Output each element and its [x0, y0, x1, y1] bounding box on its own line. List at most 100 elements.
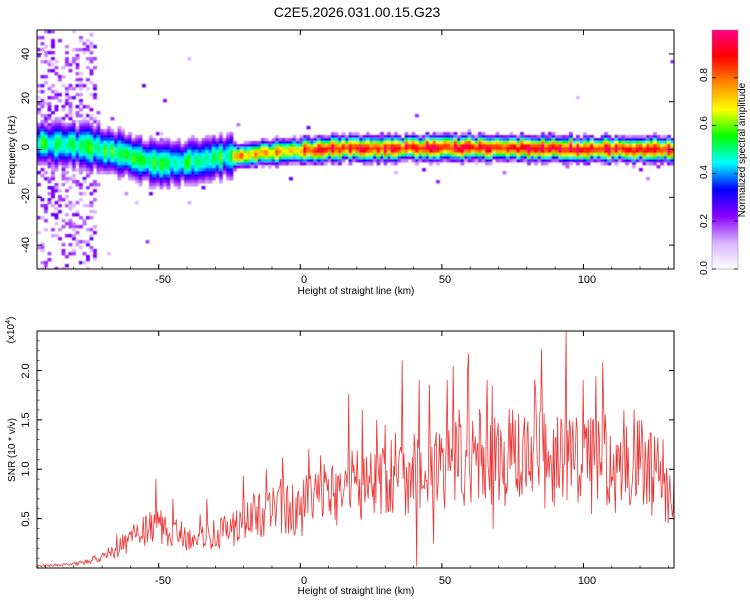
spectrogram-cell — [306, 156, 311, 160]
spectrogram-cell — [75, 54, 80, 58]
spectrogram-cell — [184, 147, 188, 151]
spectrogram-cell — [516, 135, 521, 139]
spectrogram-cell — [142, 156, 146, 160]
spectrogram-cell — [82, 123, 87, 127]
spectrogram-cell — [261, 144, 265, 148]
spectrogram-cell — [334, 147, 339, 151]
spectrogram-cell — [425, 141, 430, 145]
spectrogram-cell — [240, 153, 244, 157]
spectrogram-cell — [415, 156, 419, 160]
spectrogram-cell — [663, 159, 668, 163]
spectrogram-cell — [212, 168, 216, 172]
spectrogram-cell — [338, 144, 342, 148]
spectrogram-cell — [201, 144, 206, 148]
spectrogram-cell — [460, 150, 465, 154]
spectrogram-cell — [415, 135, 419, 139]
spectrogram-cell — [457, 147, 461, 151]
spectrogram-cell — [373, 156, 377, 160]
spectrogram-cell — [541, 153, 545, 157]
spectrogram-cell — [628, 150, 633, 154]
spectrogram-cell — [359, 147, 363, 151]
spectrogram-cell — [163, 168, 167, 172]
spectrogram-cell — [646, 144, 650, 148]
spectrogram-cell — [614, 162, 619, 166]
spectrogram-cell — [548, 153, 552, 157]
spectrogram-cell — [65, 126, 69, 130]
spectrogram-cell — [313, 141, 318, 145]
spectrogram-cell — [51, 195, 55, 199]
spectrogram-cell — [548, 144, 552, 148]
spectrogram-cell — [439, 141, 444, 145]
spectrogram-cell — [562, 144, 566, 148]
spectrogram-cell — [348, 159, 353, 163]
spectrogram-cell — [397, 141, 402, 145]
spectrogram-cell — [278, 138, 283, 142]
spectrogram-cell — [576, 156, 580, 160]
spectrogram-cell — [338, 150, 342, 154]
spectrogram-cell — [635, 141, 640, 145]
spectrogram-cell — [380, 138, 384, 142]
spectrogram-cell — [471, 153, 475, 157]
spectrogram-cell — [474, 147, 479, 151]
spectrogram-cell — [488, 138, 493, 142]
spectrogram-cell — [369, 159, 374, 163]
spectrogram-cell — [170, 141, 174, 145]
spectrogram-cell — [166, 180, 171, 184]
spectrogram-cell — [467, 135, 472, 139]
spectrogram-cell — [352, 138, 356, 142]
spectrogram-cell — [341, 135, 346, 139]
spectrogram-cell — [145, 174, 150, 178]
spectrogram-cell — [152, 177, 157, 181]
spectrogram-cell — [436, 162, 440, 166]
spectrogram-cell — [541, 138, 545, 142]
spectrogram-cell — [219, 159, 223, 163]
spectrogram-cell — [656, 138, 661, 142]
spectrogram-cell — [443, 150, 447, 154]
spectrogram-cell — [530, 159, 535, 163]
spectrogram-cell — [579, 144, 584, 148]
spectrogram-cell — [110, 132, 115, 136]
spectrogram-cell — [177, 171, 181, 175]
spectrogram-cell — [663, 150, 668, 154]
spectrogram-cell — [145, 153, 150, 157]
spectrogram-cell — [51, 174, 55, 178]
spectrogram-cell — [124, 192, 129, 196]
spectrogram-cell — [93, 135, 97, 139]
spectrogram-cell — [86, 123, 90, 127]
spectrogram-cell — [527, 150, 531, 154]
spectrogram-cell — [114, 168, 118, 172]
spectrogram-cell — [516, 147, 521, 151]
spectrogram-cell — [516, 153, 521, 157]
spectrogram-cell — [376, 135, 381, 139]
spectrogram-cell — [467, 153, 472, 157]
spectrogram-cell — [47, 186, 52, 190]
spectrogram-cell — [65, 57, 69, 61]
spectrogram-cell — [660, 156, 664, 160]
spectrogram-cell — [338, 162, 342, 166]
spectrogram-cell — [331, 147, 335, 151]
spectrogram-cell — [37, 195, 41, 199]
spectrogram-cell — [44, 123, 48, 127]
spectrogram-cell — [656, 144, 661, 148]
spectrogram-cell — [201, 147, 206, 151]
spectrogram-cell — [79, 192, 83, 196]
spectrogram-cell — [653, 159, 657, 163]
spectrogram-cell — [604, 141, 608, 145]
spectrogram-cell — [436, 147, 440, 151]
spectrogram-cell — [149, 177, 153, 181]
spectrogram-cell — [625, 147, 629, 151]
spectrogram-cell — [79, 99, 83, 103]
spectrogram-cell — [135, 180, 139, 184]
spectrogram-cell — [432, 156, 437, 160]
spectrogram-cell — [464, 144, 468, 148]
spectrogram-cell — [443, 138, 447, 142]
spectrogram-cell — [51, 51, 55, 55]
spectrogram-cell — [562, 162, 566, 166]
spectrogram-cell — [229, 156, 234, 160]
spectrogram-cell — [82, 51, 87, 55]
spectrogram-cell — [68, 153, 73, 157]
spectrogram-cell — [44, 159, 48, 163]
spectrogram-cell — [194, 183, 199, 187]
spectrogram-cell — [89, 69, 94, 73]
spectrogram-cell — [425, 147, 430, 151]
